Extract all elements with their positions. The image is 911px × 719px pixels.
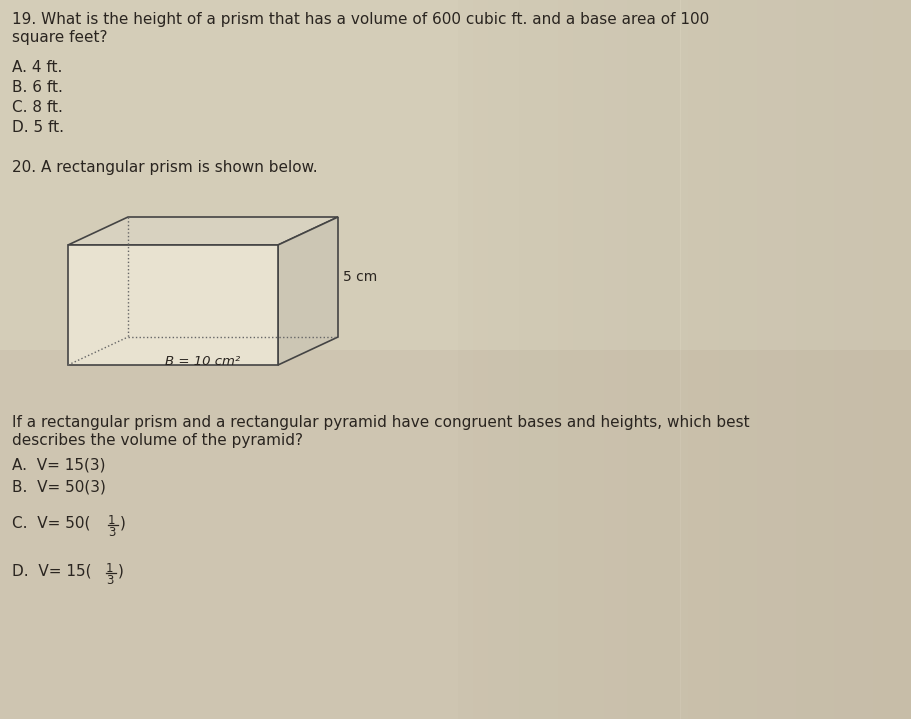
Bar xyxy=(634,0,642,719)
Bar xyxy=(519,0,527,719)
Text: square feet?: square feet? xyxy=(12,30,107,45)
Bar xyxy=(757,0,765,719)
Text: B.  V= 50(3): B. V= 50(3) xyxy=(12,480,106,495)
Text: 1: 1 xyxy=(106,562,114,575)
Polygon shape xyxy=(68,217,338,245)
Bar xyxy=(542,0,550,719)
Bar xyxy=(658,0,665,719)
Bar xyxy=(665,0,673,719)
Text: ): ) xyxy=(120,515,126,530)
Bar xyxy=(880,0,888,719)
Bar xyxy=(457,0,466,719)
Bar xyxy=(850,0,857,719)
Text: 3: 3 xyxy=(106,574,113,587)
Bar xyxy=(811,0,819,719)
Bar xyxy=(765,0,773,719)
Bar xyxy=(834,0,842,719)
Bar xyxy=(527,0,535,719)
Text: 3: 3 xyxy=(108,526,116,539)
Bar xyxy=(703,0,711,719)
Text: D. 5 ft.: D. 5 ft. xyxy=(12,120,64,135)
Bar xyxy=(888,0,896,719)
Text: 1: 1 xyxy=(108,514,116,527)
Bar xyxy=(681,0,688,719)
Bar xyxy=(511,0,519,719)
Bar xyxy=(488,0,496,719)
Bar xyxy=(742,0,750,719)
Bar xyxy=(627,0,634,719)
Text: A.  V= 15(3): A. V= 15(3) xyxy=(12,457,106,472)
Text: describes the volume of the pyramid?: describes the volume of the pyramid? xyxy=(12,433,303,448)
Bar xyxy=(535,0,542,719)
Text: B. 6 ft.: B. 6 ft. xyxy=(12,80,63,95)
Bar xyxy=(795,0,804,719)
Bar xyxy=(650,0,658,719)
Bar xyxy=(696,0,703,719)
Bar xyxy=(580,0,589,719)
Bar xyxy=(873,0,880,719)
Bar xyxy=(496,0,504,719)
Bar xyxy=(750,0,757,719)
Text: 20. A rectangular prism is shown below.: 20. A rectangular prism is shown below. xyxy=(12,160,318,175)
Bar xyxy=(473,0,481,719)
Bar xyxy=(642,0,650,719)
Bar xyxy=(781,0,788,719)
Text: ): ) xyxy=(118,563,124,578)
Bar xyxy=(865,0,873,719)
Bar xyxy=(826,0,834,719)
Bar xyxy=(727,0,734,719)
Text: B = 10 cm²: B = 10 cm² xyxy=(166,355,241,368)
Text: 5 cm: 5 cm xyxy=(343,270,377,284)
Bar xyxy=(604,0,611,719)
Bar xyxy=(904,0,911,719)
Text: C. 8 ft.: C. 8 ft. xyxy=(12,100,63,115)
Bar xyxy=(596,0,604,719)
Text: C.  V= 50(: C. V= 50( xyxy=(12,515,90,530)
Bar xyxy=(896,0,904,719)
Bar xyxy=(734,0,742,719)
Bar xyxy=(573,0,580,719)
Bar xyxy=(719,0,727,719)
Bar xyxy=(842,0,850,719)
Bar xyxy=(857,0,865,719)
Bar xyxy=(773,0,781,719)
Bar xyxy=(619,0,627,719)
Bar xyxy=(611,0,619,719)
Bar xyxy=(466,0,473,719)
Bar xyxy=(450,0,457,719)
Bar xyxy=(688,0,696,719)
Text: If a rectangular prism and a rectangular pyramid have congruent bases and height: If a rectangular prism and a rectangular… xyxy=(12,415,750,430)
Bar xyxy=(550,0,558,719)
Bar xyxy=(804,0,811,719)
Bar xyxy=(788,0,795,719)
Bar xyxy=(565,0,573,719)
Bar xyxy=(481,0,488,719)
Bar xyxy=(673,0,681,719)
Bar xyxy=(711,0,719,719)
Bar xyxy=(504,0,511,719)
Text: D.  V= 15(: D. V= 15( xyxy=(12,563,91,578)
Text: 19. What is the height of a prism that has a volume of 600 cubic ft. and a base : 19. What is the height of a prism that h… xyxy=(12,12,710,27)
Bar xyxy=(0,350,911,719)
Text: A. 4 ft.: A. 4 ft. xyxy=(12,60,62,75)
Bar xyxy=(819,0,826,719)
Bar xyxy=(558,0,565,719)
Polygon shape xyxy=(278,217,338,365)
Bar xyxy=(589,0,596,719)
Polygon shape xyxy=(68,245,278,365)
